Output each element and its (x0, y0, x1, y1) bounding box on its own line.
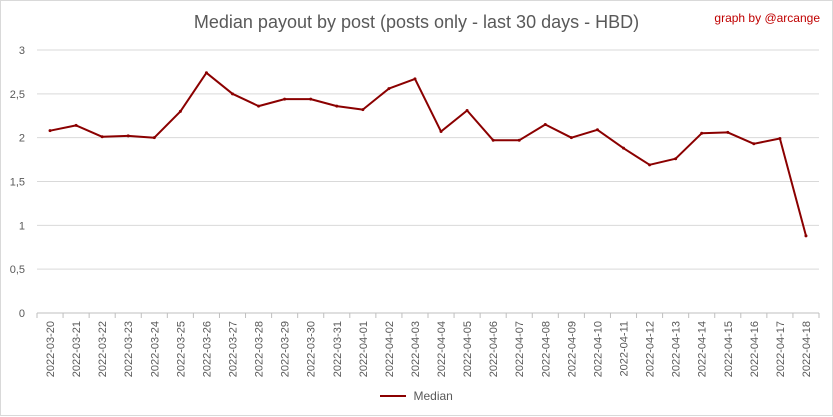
x-tick-label: 2022-03-25 (175, 321, 187, 377)
y-tick-label: 0 (19, 308, 25, 320)
data-point (387, 87, 391, 91)
x-tick-label: 2022-04-15 (723, 321, 735, 377)
data-point (361, 108, 365, 112)
x-tick-label: 2022-04-07 (514, 321, 526, 377)
x-tick-label: 2022-04-14 (697, 321, 709, 377)
data-point (335, 104, 339, 108)
x-tick-label: 2022-04-02 (384, 321, 396, 377)
x-tick-label: 2022-03-27 (228, 321, 240, 377)
data-point (152, 136, 156, 140)
x-tick-label: 2022-03-31 (332, 321, 344, 377)
data-point (569, 136, 573, 140)
x-tick-label: 2022-03-29 (280, 321, 292, 377)
data-point (231, 92, 234, 96)
x-tick-label: 2022-04-18 (801, 321, 813, 377)
data-point (674, 157, 678, 161)
y-tick-label: 1,5 (10, 177, 25, 189)
data-point (595, 128, 599, 132)
x-tick-label: 2022-03-22 (97, 321, 109, 377)
x-tick-label: 2022-03-28 (254, 321, 266, 377)
x-tick-label: 2022-04-17 (775, 321, 787, 377)
series-line-median (49, 71, 807, 237)
x-tick-label: 2022-03-20 (45, 321, 57, 377)
legend-line-swatch (380, 394, 407, 397)
x-tick-label: 2022-03-21 (71, 321, 83, 377)
x-tick-label: 2022-04-01 (358, 321, 370, 377)
x-tick-label: 2022-03-24 (149, 321, 161, 377)
data-point (465, 108, 469, 112)
data-point (257, 104, 261, 108)
data-point (439, 130, 443, 134)
data-point (543, 123, 547, 127)
data-point (622, 146, 625, 150)
x-tick-label: 2022-04-16 (749, 321, 761, 377)
x-tick-label: 2022-04-08 (540, 321, 552, 377)
x-tick-label: 2022-04-03 (410, 321, 422, 377)
chart-credit: graph by @arcange (714, 11, 820, 25)
legend: Median (1, 389, 832, 403)
y-tick-label: 0,5 (10, 264, 25, 276)
x-tick-label: 2022-03-30 (306, 321, 318, 377)
data-point (491, 138, 495, 142)
data-point (752, 142, 756, 146)
data-point (48, 129, 52, 133)
data-point (309, 97, 313, 101)
x-tick-label: 2022-03-26 (201, 321, 213, 377)
data-point (283, 97, 287, 101)
y-tick-label: 1 (19, 220, 25, 232)
y-tick-label: 3 (19, 45, 25, 57)
x-tick-label: 2022-04-10 (592, 321, 604, 377)
data-point (648, 163, 652, 167)
data-point (74, 123, 78, 127)
data-point (726, 130, 730, 134)
x-tick-label: 2022-04-06 (488, 321, 500, 377)
chart-title: Median payout by post (posts only - last… (193, 12, 640, 32)
legend-label-median: Median (413, 389, 453, 403)
data-point (700, 131, 704, 135)
x-tick-label: 2022-04-11 (619, 321, 631, 376)
data-point (517, 138, 521, 142)
data-point (178, 109, 182, 113)
x-tick-label: 2022-04-12 (645, 321, 657, 377)
x-tick-label: 2022-04-13 (671, 321, 683, 377)
y-tick-label: 2 (19, 133, 25, 145)
data-point (778, 137, 782, 141)
data-point (413, 77, 417, 81)
data-point (204, 71, 208, 75)
x-tick-label: 2022-03-23 (123, 321, 135, 377)
data-point (804, 234, 808, 238)
x-tick-label: 2022-04-04 (436, 321, 448, 377)
data-point (100, 135, 104, 139)
y-tick-label: 2,5 (10, 89, 25, 101)
data-point (126, 134, 130, 138)
x-tick-label: 2022-04-05 (462, 321, 474, 377)
x-tick-label: 2022-04-09 (566, 321, 578, 377)
